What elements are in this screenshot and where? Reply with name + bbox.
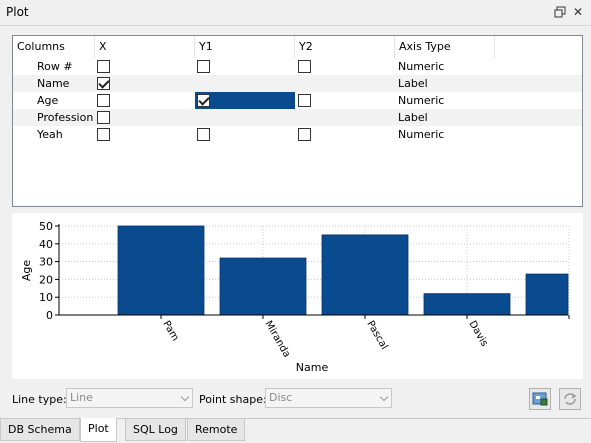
- y2-checkbox[interactable]: [298, 60, 311, 73]
- close-icon[interactable]: ✕: [572, 5, 584, 19]
- line-type-label: Line type:: [12, 393, 67, 406]
- save-picture-button[interactable]: [529, 388, 551, 410]
- point-shape-label: Point shape:: [199, 393, 267, 406]
- x-axis-label: Name: [296, 361, 329, 374]
- line-type-value: Line: [70, 391, 93, 404]
- y-tick-label: 20: [39, 273, 53, 286]
- x-checkbox[interactable]: [97, 111, 110, 124]
- axis-type: Numeric: [398, 128, 445, 141]
- tab-label: Remote: [195, 423, 238, 436]
- tab-label: DB Schema: [8, 423, 72, 436]
- y-axis-label: Age: [20, 260, 33, 282]
- float-icon[interactable]: [552, 4, 568, 20]
- bar: [525, 273, 569, 316]
- x-checkbox[interactable]: [97, 77, 110, 90]
- x-tick-label: Davis: [466, 319, 489, 349]
- table-header: Columns X Y1 Y2 Axis Type: [13, 36, 582, 58]
- y2-checkbox[interactable]: [298, 94, 311, 107]
- tab-label: Plot: [88, 422, 109, 435]
- y2-checkbox[interactable]: [298, 128, 311, 141]
- y-tick-label: 40: [39, 238, 53, 251]
- y1-checkbox[interactable]: [197, 128, 210, 141]
- table-row[interactable]: Profession Label: [13, 109, 582, 126]
- image-icon: [532, 392, 548, 406]
- x-checkbox[interactable]: [97, 94, 110, 107]
- point-shape-combo[interactable]: Disc: [265, 388, 392, 408]
- header-y1[interactable]: Y1: [195, 36, 295, 58]
- tab-label: SQL Log: [133, 423, 178, 436]
- header-y2[interactable]: Y2: [295, 36, 395, 58]
- y-tick-label: 50: [39, 220, 53, 233]
- panel-titlebar: Plot ✕: [0, 0, 591, 26]
- y-tick-label: 30: [39, 256, 53, 269]
- plot-area: 0 10 20 30 40 50 Pam Miranda Pascal Davis Age Name: [12, 213, 583, 379]
- table-row[interactable]: Age Numeric: [13, 92, 582, 109]
- point-shape-value: Disc: [269, 391, 293, 404]
- column-name: Age: [37, 94, 59, 107]
- tab-plot[interactable]: Plot: [80, 418, 117, 442]
- x-checkbox[interactable]: [97, 60, 110, 73]
- bar-chart: 0 10 20 30 40 50 Pam Miranda Pascal Davis Age Name: [20, 220, 570, 374]
- tab-sql-log[interactable]: SQL Log: [125, 419, 186, 441]
- header-axis-type[interactable]: Axis Type: [395, 36, 495, 58]
- y1-checkbox[interactable]: [197, 60, 210, 73]
- header-x[interactable]: X: [95, 36, 195, 58]
- tab-db-schema[interactable]: DB Schema: [0, 419, 80, 441]
- chevron-down-icon: [379, 392, 389, 402]
- y-tick-label: 0: [46, 309, 53, 322]
- column-name: Yeah: [37, 128, 63, 141]
- y1-color-cell[interactable]: [195, 92, 295, 109]
- column-name: Row #: [37, 60, 73, 73]
- table-row[interactable]: Name Label: [13, 75, 582, 92]
- table-row[interactable]: Row # Numeric: [13, 58, 582, 75]
- table-row[interactable]: Yeah Numeric: [13, 126, 582, 143]
- line-type-combo[interactable]: Line: [66, 388, 193, 408]
- bar: [423, 293, 511, 316]
- y-tick-label: 10: [39, 291, 53, 304]
- plot-controls: Line type: Line Point shape: Disc: [0, 386, 591, 412]
- x-tick-label: Pascal: [364, 319, 389, 352]
- bottom-tabs: DB Schema Plot SQL Log Remote: [0, 418, 591, 443]
- chevron-down-icon: [180, 392, 190, 402]
- axis-type: Label: [398, 77, 428, 90]
- axis-type: Label: [398, 111, 428, 124]
- bar: [321, 234, 409, 316]
- x-tick-label: Miranda: [262, 319, 292, 360]
- columns-table: Columns X Y1 Y2 Axis Type Row # Numeric Na…: [12, 35, 583, 207]
- y1-checkbox[interactable]: [197, 94, 210, 107]
- x-tick-label: Pam: [160, 319, 180, 343]
- axis-type: Numeric: [398, 60, 445, 73]
- header-columns[interactable]: Columns: [13, 36, 95, 58]
- column-name: Name: [37, 77, 70, 90]
- panel-title: Plot: [6, 5, 29, 19]
- bar: [219, 257, 307, 316]
- refresh-button[interactable]: [559, 388, 581, 410]
- bar: [117, 225, 205, 316]
- axis-type: Numeric: [398, 94, 445, 107]
- column-name: Profession: [37, 111, 94, 124]
- refresh-icon: [564, 393, 577, 405]
- tab-remote[interactable]: Remote: [187, 419, 246, 441]
- x-checkbox[interactable]: [97, 128, 110, 141]
